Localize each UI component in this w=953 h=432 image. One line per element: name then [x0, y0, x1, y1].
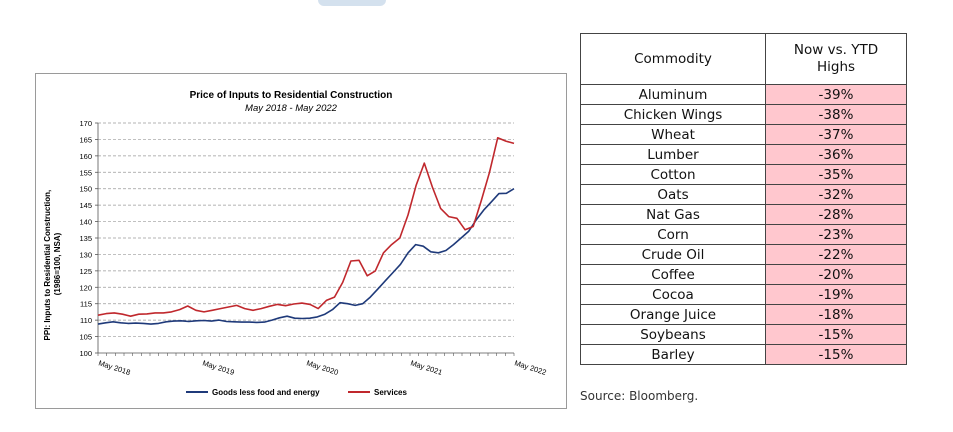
series-line-services — [97, 136, 515, 317]
header-line: Highs — [816, 59, 856, 75]
header-now-vs-ytd: Now vs. YTD Highs — [765, 33, 907, 85]
chart-subtitle: May 2018 - May 2022 — [245, 103, 338, 114]
table-row: Cocoa -19% — [580, 284, 907, 305]
commodity-cell: Cocoa — [580, 284, 766, 305]
table-row: Wheat -37% — [580, 124, 907, 145]
x-tick-label: May 2020 — [305, 358, 339, 377]
commodity-cell: Aluminum — [580, 84, 766, 105]
x-tick-label: May 2019 — [201, 358, 235, 377]
y-tick-label: 140 — [79, 218, 92, 227]
change-cell: -15% — [765, 344, 907, 365]
change-cell: -18% — [765, 304, 907, 325]
x-tick-label: May 2022 — [513, 358, 547, 377]
change-cell: -37% — [765, 124, 907, 145]
table-row: Crude Oil -22% — [580, 244, 907, 265]
change-cell: -32% — [765, 184, 907, 205]
y-tick-label: 170 — [79, 119, 92, 128]
series-line-goods — [97, 188, 515, 325]
commodity-cell: Nat Gas — [580, 204, 766, 225]
y-axis-label-line-2: (1986=100, NSA) — [53, 232, 62, 295]
table-row: Barley -15% — [580, 344, 907, 365]
commodity-cell: Oats — [580, 184, 766, 205]
x-tick-label: May 2021 — [409, 358, 443, 377]
change-cell: -23% — [765, 224, 907, 245]
y-tick-label: 160 — [79, 152, 92, 161]
table-row: Coffee -20% — [580, 264, 907, 285]
table-row: Aluminum -39% — [580, 84, 907, 105]
table-row: Soybeans -15% — [580, 324, 907, 345]
y-tick-label: 105 — [79, 333, 92, 342]
commodity-cell: Chicken Wings — [580, 104, 766, 125]
legend-label: Goods less food and energy — [212, 388, 320, 397]
commodity-cell: Orange Juice — [580, 304, 766, 325]
change-cell: -28% — [765, 204, 907, 225]
y-tick-label: 135 — [79, 234, 92, 243]
legend-label: Services — [374, 388, 407, 397]
commodity-table-wrapper: Commodity Now vs. YTD Highs Aluminum -39% C… — [580, 33, 907, 365]
table-row: Lumber -36% — [580, 144, 907, 165]
header-line: Now vs. YTD — [793, 42, 879, 58]
table-row: Chicken Wings -38% — [580, 104, 907, 125]
y-tick-label: 150 — [79, 185, 92, 194]
logo-fragment — [318, 0, 386, 6]
change-cell: -38% — [765, 104, 907, 125]
table-header-row: Commodity Now vs. YTD Highs — [580, 33, 907, 85]
commodity-cell: Corn — [580, 224, 766, 245]
change-cell: -22% — [765, 244, 907, 265]
y-tick-label: 130 — [79, 250, 92, 259]
y-tick-label: 110 — [80, 316, 92, 325]
change-cell: -35% — [765, 164, 907, 185]
y-tick-label: 155 — [79, 168, 92, 177]
y-tick-label: 125 — [79, 267, 92, 276]
change-cell: -39% — [765, 84, 907, 105]
ppi-line-chart: Price of Inputs to Residential Construct… — [43, 90, 547, 397]
y-tick-label: 165 — [79, 135, 92, 144]
commodity-cell: Crude Oil — [580, 244, 766, 265]
change-cell: -20% — [765, 264, 907, 285]
commodity-table: Commodity Now vs. YTD Highs Aluminum -39% C… — [580, 33, 907, 365]
commodity-cell: Barley — [580, 344, 766, 365]
y-tick-label: 100 — [79, 349, 92, 358]
y-axis-label-line-1: PPI: Inputs to Residential Construction, — [43, 190, 52, 341]
commodity-cell: Lumber — [580, 144, 766, 165]
commodity-cell: Cotton — [580, 164, 766, 185]
source-note: Source: Bloomberg. — [580, 389, 699, 403]
table-row: Cotton -35% — [580, 164, 907, 185]
table-row: Nat Gas -28% — [580, 204, 907, 225]
header-commodity: Commodity — [580, 33, 766, 85]
change-cell: -36% — [765, 144, 907, 165]
y-axis-label: PPI: Inputs to Residential Construction,… — [43, 188, 62, 341]
y-tick-label: 115 — [80, 300, 92, 309]
chart-panel: Price of Inputs to Residential Construct… — [35, 73, 567, 409]
change-cell: -15% — [765, 324, 907, 345]
x-tick-label: May 2018 — [97, 358, 131, 377]
commodity-cell: Wheat — [580, 124, 766, 145]
y-tick-label: 145 — [79, 201, 92, 210]
commodity-cell: Coffee — [580, 264, 766, 285]
chart-title: Price of Inputs to Residential Construct… — [190, 90, 393, 101]
table-row: Oats -32% — [580, 184, 907, 205]
table-row: Orange Juice -18% — [580, 304, 907, 325]
y-tick-label: 120 — [79, 283, 92, 292]
table-row: Corn -23% — [580, 224, 907, 245]
change-cell: -19% — [765, 284, 907, 305]
commodity-cell: Soybeans — [580, 324, 766, 345]
